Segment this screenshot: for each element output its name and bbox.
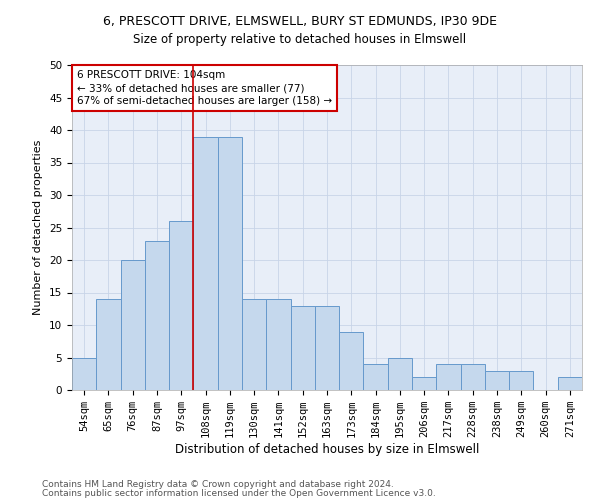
Bar — [364, 364, 388, 390]
Text: 6 PRESCOTT DRIVE: 104sqm
← 33% of detached houses are smaller (77)
67% of semi-d: 6 PRESCOTT DRIVE: 104sqm ← 33% of detach… — [77, 70, 332, 106]
Text: Contains HM Land Registry data © Crown copyright and database right 2024.: Contains HM Land Registry data © Crown c… — [42, 480, 394, 489]
Bar — [169, 221, 193, 390]
Bar — [218, 136, 242, 390]
Bar — [266, 299, 290, 390]
Bar — [509, 370, 533, 390]
Bar — [242, 299, 266, 390]
Text: 6, PRESCOTT DRIVE, ELMSWELL, BURY ST EDMUNDS, IP30 9DE: 6, PRESCOTT DRIVE, ELMSWELL, BURY ST EDM… — [103, 15, 497, 28]
Text: Contains public sector information licensed under the Open Government Licence v3: Contains public sector information licen… — [42, 488, 436, 498]
Bar — [121, 260, 145, 390]
Bar — [339, 332, 364, 390]
Bar — [193, 136, 218, 390]
Bar — [96, 299, 121, 390]
Bar — [485, 370, 509, 390]
Text: Size of property relative to detached houses in Elmswell: Size of property relative to detached ho… — [133, 32, 467, 46]
Bar — [145, 240, 169, 390]
Bar — [388, 358, 412, 390]
Y-axis label: Number of detached properties: Number of detached properties — [34, 140, 43, 315]
Bar — [436, 364, 461, 390]
Bar — [461, 364, 485, 390]
Bar — [290, 306, 315, 390]
Bar — [412, 377, 436, 390]
Bar — [72, 358, 96, 390]
Bar — [558, 377, 582, 390]
X-axis label: Distribution of detached houses by size in Elmswell: Distribution of detached houses by size … — [175, 443, 479, 456]
Bar — [315, 306, 339, 390]
